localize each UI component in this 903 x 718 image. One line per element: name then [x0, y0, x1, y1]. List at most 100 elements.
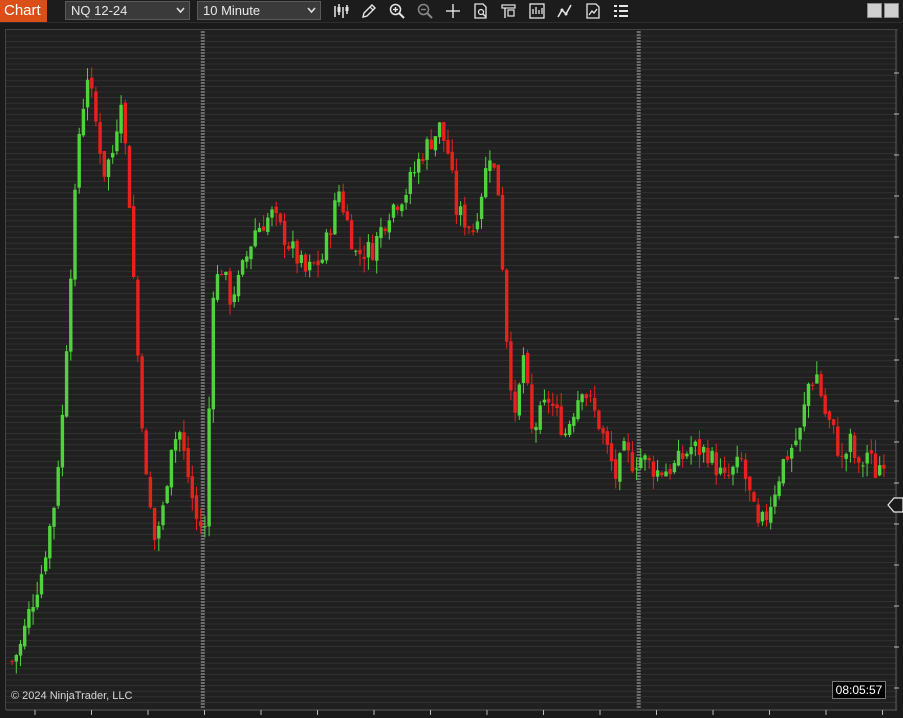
candle — [240, 259, 245, 277]
candle — [852, 432, 857, 464]
candle — [102, 150, 106, 182]
zoom-in-icon[interactable] — [388, 2, 406, 20]
candle — [454, 158, 459, 224]
candle-body — [370, 243, 375, 260]
candle-body — [752, 492, 756, 502]
candle — [211, 291, 215, 423]
minimize-button[interactable] — [867, 3, 882, 18]
candle-body — [261, 226, 266, 231]
candle — [593, 385, 597, 418]
candle — [140, 353, 144, 433]
candle — [161, 501, 165, 530]
candle — [274, 201, 278, 226]
zoom-out-icon[interactable] — [416, 2, 434, 20]
candle-body — [10, 661, 14, 663]
candle — [157, 521, 161, 552]
candle-body — [517, 384, 521, 416]
candle — [777, 476, 781, 500]
interval-selector[interactable]: 10 Minute — [197, 1, 321, 20]
candle — [90, 67, 94, 98]
candle — [245, 250, 249, 269]
candle — [484, 156, 488, 199]
maximize-button[interactable] — [884, 3, 899, 18]
candle — [421, 153, 425, 165]
candle-body — [576, 400, 580, 420]
candle — [861, 461, 865, 478]
draw-pencil-icon[interactable] — [360, 2, 378, 20]
candle — [349, 214, 354, 250]
candle-body — [77, 133, 81, 188]
candle-body — [852, 435, 857, 458]
candle — [563, 428, 568, 438]
candle — [387, 213, 391, 240]
data-box-icon[interactable] — [472, 2, 490, 20]
candle — [39, 565, 44, 599]
candle — [790, 444, 794, 472]
bar-timer-clock: 08:05:57 — [832, 681, 886, 699]
candle-body — [354, 250, 358, 252]
candle-body — [756, 504, 760, 523]
candle-body — [303, 254, 308, 272]
candle-body — [580, 394, 584, 403]
candle-body — [723, 467, 727, 473]
chart-trader-icon[interactable] — [612, 2, 630, 20]
chart-toolbar: Chart NQ 12-24 10 Minute — [0, 0, 903, 23]
candle — [458, 201, 463, 226]
chart-tab[interactable]: Chart — [0, 0, 47, 22]
candle-body — [232, 294, 236, 303]
candle-body — [831, 419, 836, 426]
candle-body — [31, 607, 35, 612]
candle-body — [106, 159, 111, 177]
candle-body — [840, 455, 844, 457]
candle — [85, 68, 90, 121]
candle — [199, 508, 203, 534]
indicators-icon[interactable] — [556, 2, 574, 20]
candle-body — [366, 241, 371, 258]
templates-icon[interactable] — [500, 2, 518, 20]
candle-body — [173, 439, 178, 451]
candle — [823, 388, 827, 417]
candle — [639, 448, 643, 470]
candle — [869, 439, 874, 465]
axes — [6, 30, 903, 715]
candle-body — [471, 230, 475, 233]
candle-body — [484, 168, 488, 198]
candle — [366, 234, 371, 270]
candle — [727, 463, 731, 479]
candle-body — [123, 102, 127, 144]
candle-body — [660, 472, 664, 476]
candle — [559, 393, 563, 437]
candle — [551, 392, 555, 417]
candle-body — [207, 408, 211, 527]
candle — [173, 431, 178, 463]
candle-body — [287, 246, 291, 250]
candle-body — [873, 453, 878, 478]
crosshair-icon[interactable] — [444, 2, 462, 20]
candle — [735, 445, 739, 474]
bar-type-icon[interactable] — [332, 2, 350, 20]
candle — [48, 523, 52, 569]
candle-body — [760, 512, 765, 522]
candle-body — [857, 457, 861, 463]
candle-body — [735, 456, 739, 468]
candle-body — [685, 453, 689, 457]
candle-body — [542, 399, 547, 403]
strategies-icon[interactable] — [528, 2, 546, 20]
candle-body — [450, 151, 454, 171]
candle-body — [60, 414, 65, 468]
candle — [752, 490, 756, 502]
candle-body — [358, 249, 362, 254]
candle — [148, 471, 153, 509]
candle-body — [417, 158, 421, 173]
candle-body — [240, 260, 245, 275]
properties-icon[interactable] — [584, 2, 602, 20]
candle — [723, 456, 727, 479]
candle-body — [94, 91, 98, 122]
candle-body — [454, 170, 459, 215]
candle — [370, 234, 375, 261]
instrument-selector[interactable]: NQ 12-24 — [65, 1, 190, 20]
candle-body — [39, 574, 44, 595]
candle-body — [316, 260, 320, 265]
candle-body — [421, 158, 425, 161]
